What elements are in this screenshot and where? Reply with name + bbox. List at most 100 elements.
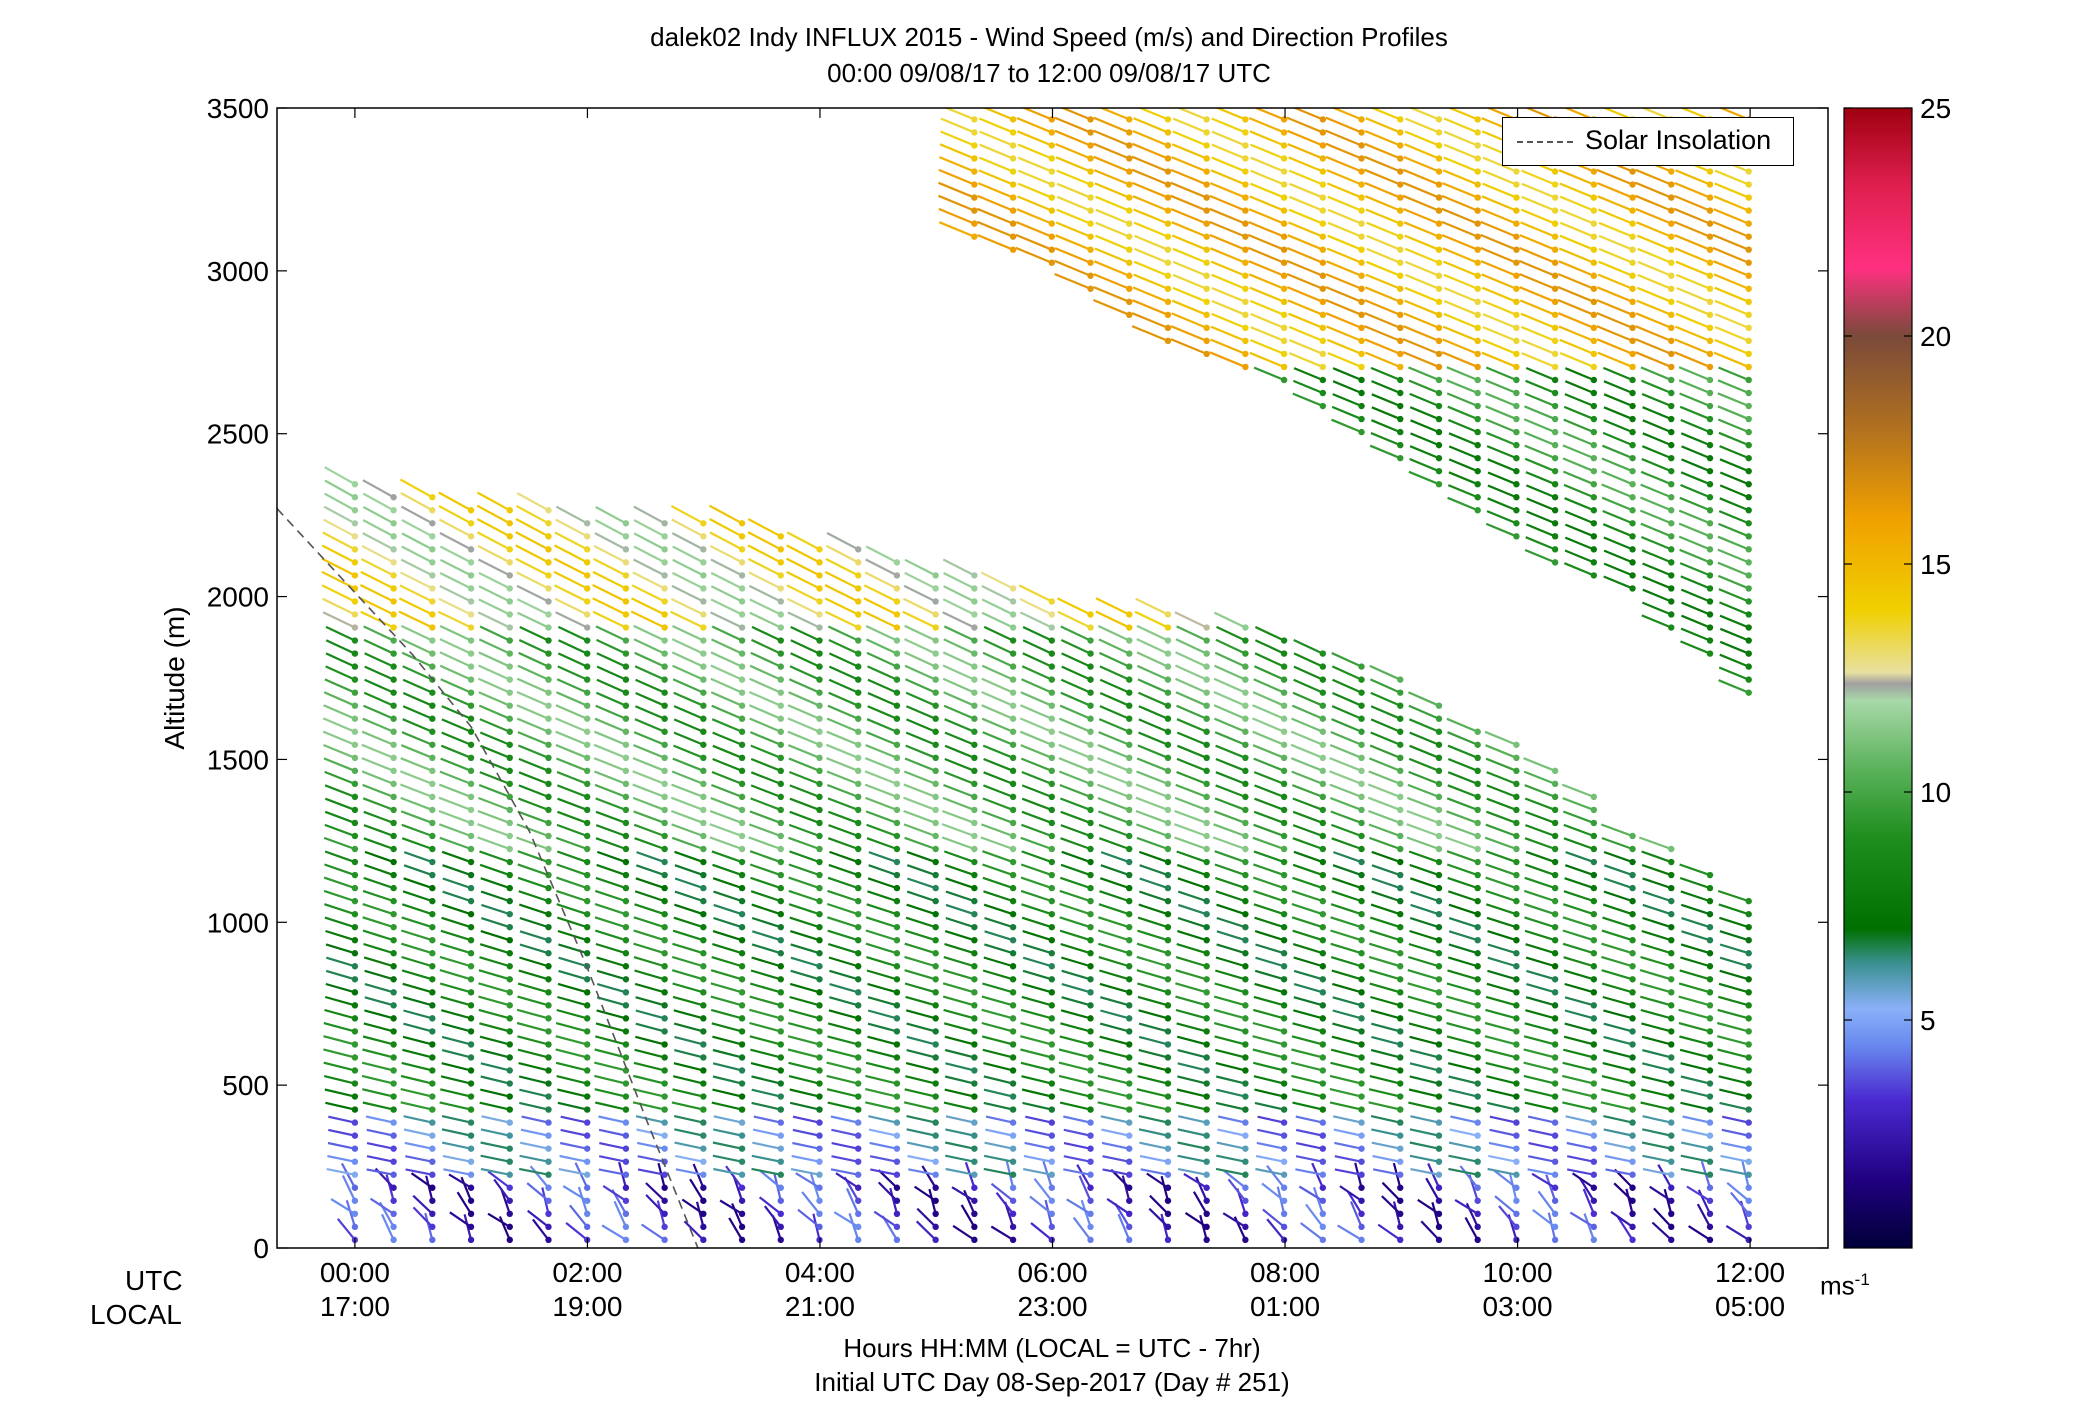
wind-barb-dot xyxy=(1126,272,1133,279)
wind-barb-shaft xyxy=(1447,405,1479,421)
wind-barb-dot xyxy=(390,950,397,957)
wind-barb-dot xyxy=(700,650,707,657)
wind-barb-dot xyxy=(816,989,823,996)
wind-barb-dot xyxy=(893,1223,901,1231)
wind-barb-shaft xyxy=(481,1115,511,1124)
wind-barb-dot xyxy=(1126,637,1133,644)
wind-barb-shaft xyxy=(557,1101,588,1111)
wind-barb-shaft xyxy=(1596,325,1633,342)
wind-barb-dot xyxy=(971,1054,978,1061)
wind-barb-dot xyxy=(1009,129,1017,136)
wind-barb-shaft xyxy=(786,557,821,577)
wind-barb-shaft xyxy=(362,519,395,538)
wind-barb-dot xyxy=(1435,363,1443,371)
wind-barb-dot xyxy=(1629,363,1636,371)
wind-barb-shaft xyxy=(1446,1035,1478,1046)
wind-barb-dot xyxy=(622,989,630,996)
wind-barb-dot xyxy=(1280,702,1288,709)
wind-barb-dot xyxy=(971,572,978,579)
wind-barb-shaft xyxy=(1211,130,1246,147)
wind-barb-dot xyxy=(506,897,513,905)
wind-barb-shaft xyxy=(1290,1061,1324,1072)
wind-barb-dot xyxy=(1629,181,1636,188)
wind-barb-shaft xyxy=(1371,1022,1401,1033)
wind-barb-shaft xyxy=(864,770,898,785)
wind-barb-shaft xyxy=(519,956,549,968)
wind-barb-shaft xyxy=(1718,108,1750,121)
wind-barb-shaft xyxy=(1602,1062,1633,1072)
wind-barb-dot xyxy=(1164,1132,1172,1139)
wind-barb-dot xyxy=(1629,1106,1636,1113)
wind-barb-dot xyxy=(545,963,552,970)
wind-barb-dot xyxy=(506,572,513,579)
wind-barb-shaft xyxy=(826,532,859,551)
wind-barb-shaft xyxy=(479,718,511,733)
wind-barb-shaft xyxy=(1292,876,1324,890)
wind-barb-shaft xyxy=(478,783,511,798)
wind-barb-shaft xyxy=(1249,299,1285,316)
wind-barb-shaft xyxy=(982,1048,1014,1059)
wind-barb-shaft xyxy=(980,571,1014,590)
wind-barb-dot xyxy=(1397,910,1404,918)
wind-barb-dot xyxy=(622,1080,630,1087)
wind-barb-dot xyxy=(1629,871,1636,879)
wind-barb-shaft xyxy=(403,864,433,877)
wind-barb-dot xyxy=(429,1184,436,1191)
wind-barb-dot xyxy=(1397,454,1404,462)
wind-barb-shaft xyxy=(750,744,782,759)
wind-barb-dot xyxy=(467,1002,475,1009)
wind-barb-dot xyxy=(932,937,939,944)
wind-barb-dot xyxy=(1513,1210,1520,1218)
wind-barb-shaft xyxy=(788,903,820,916)
wind-barb-shaft xyxy=(845,1187,860,1215)
wind-barb-shaft xyxy=(1252,1021,1285,1033)
wind-barb-shaft xyxy=(1641,1075,1672,1085)
wind-barb-shaft xyxy=(1447,784,1479,798)
wind-barb-dot xyxy=(545,637,552,644)
wind-barb-dot xyxy=(1590,806,1598,814)
wind-barb-dot xyxy=(351,1015,359,1022)
wind-barb-shaft xyxy=(634,665,666,681)
wind-barb-shaft xyxy=(1524,916,1556,929)
wind-barb-dot xyxy=(1087,207,1094,214)
wind-barb-shaft xyxy=(1558,247,1595,264)
wind-barb-shaft xyxy=(558,1168,588,1176)
wind-barb-shaft xyxy=(1076,1164,1092,1189)
wind-barb-shaft xyxy=(751,956,782,968)
wind-barb-shaft xyxy=(865,929,898,942)
wind-barb-shaft xyxy=(594,1088,627,1098)
wind-barb-shaft xyxy=(943,1008,975,1020)
wind-barb-shaft xyxy=(1195,1176,1208,1202)
wind-barb-dot xyxy=(1629,559,1636,566)
wind-barb-shaft xyxy=(1020,1061,1053,1072)
wind-barb-dot xyxy=(1164,1067,1172,1074)
wind-barb-shaft xyxy=(1718,982,1750,994)
wind-barb-shaft xyxy=(555,836,588,851)
wind-barb-dot xyxy=(1203,116,1210,123)
wind-barb-shaft xyxy=(1447,484,1479,499)
wind-barb-dot xyxy=(777,897,784,905)
wind-barb-shaft xyxy=(1214,1035,1246,1046)
wind-barb-dot xyxy=(1590,402,1598,410)
wind-barb-shaft xyxy=(401,823,433,838)
wind-barb-shaft xyxy=(1211,156,1246,173)
wind-barb-dot xyxy=(1358,937,1365,944)
wind-barb-dot xyxy=(1397,1002,1404,1009)
wind-barb-dot xyxy=(971,715,978,722)
wind-barb-dot xyxy=(1590,1236,1598,1244)
wind-barb-shaft xyxy=(1448,1141,1478,1150)
wind-barb-dot xyxy=(467,1223,475,1231)
wind-barb-shaft xyxy=(403,851,433,864)
wind-barb-dot xyxy=(1706,415,1714,423)
wind-barb-dot xyxy=(1242,1041,1249,1048)
wind-barb-shaft xyxy=(1371,380,1401,395)
wind-barb-dot xyxy=(1242,963,1249,970)
wind-barb-dot xyxy=(1358,806,1365,814)
wind-barb-dot xyxy=(971,155,978,162)
wind-barb-dot xyxy=(1590,1132,1598,1139)
wind-barb-shaft xyxy=(791,1154,820,1163)
wind-barb-dot xyxy=(390,1028,397,1035)
wind-barb-shaft xyxy=(1579,1177,1595,1202)
wind-barb-dot xyxy=(351,1184,359,1191)
wind-barb-shaft xyxy=(1022,1168,1053,1176)
